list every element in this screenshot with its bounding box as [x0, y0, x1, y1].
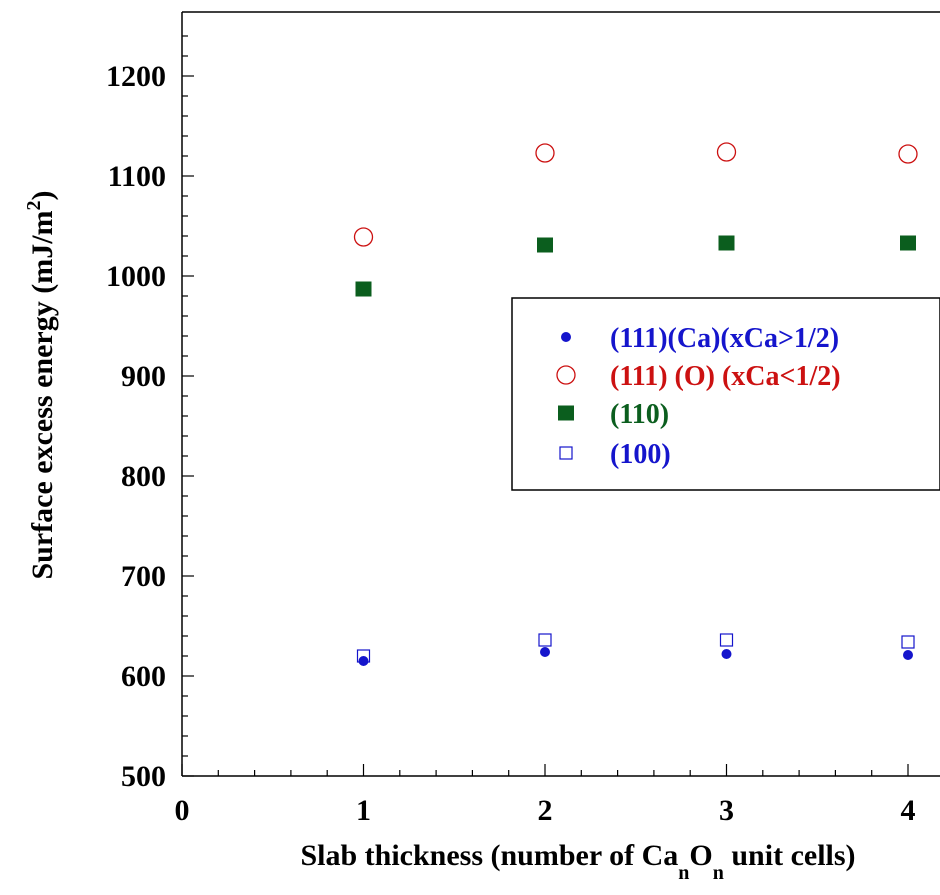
x-axis-title: Slab thickness (number of CanOn unit cel… — [300, 839, 855, 884]
data-point-1 — [353, 227, 374, 247]
y-axis-title-main: Surface excess energy (mJ/m — [26, 210, 59, 579]
data-point-0 — [721, 649, 732, 659]
y-tick-label: 500 — [121, 760, 166, 793]
data-point-0 — [358, 656, 369, 666]
legend-label: (111) (O) (xCa<1/2) — [610, 361, 841, 392]
x-tick-label: 2 — [538, 794, 553, 827]
x-tick-label: 4 — [901, 794, 916, 827]
y-tick-label: 600 — [121, 660, 166, 693]
data-point-1 — [535, 143, 555, 163]
y-tick-label: 1000 — [106, 260, 166, 293]
axes — [181, 11, 940, 777]
x-tick-label: 0 — [175, 794, 190, 827]
y-tick-label: 900 — [121, 360, 166, 393]
data-point-3 — [719, 633, 734, 647]
x-tick-label: 3 — [719, 794, 734, 827]
x-axis-title-before: Slab thickness (number of Ca — [300, 839, 678, 872]
y-tick-label: 1100 — [108, 160, 166, 193]
legend-label: (111)(Ca)(xCa>1/2) — [610, 323, 839, 354]
data-point-3 — [538, 633, 552, 647]
legend-items: (111)(Ca)(xCa>1/2) (111) (O) (xCa<1/2) (11… — [556, 323, 841, 470]
y-tick-label: 1200 — [106, 60, 166, 93]
data-point-2 — [355, 281, 372, 297]
data-point-2 — [900, 235, 916, 251]
data-point-3 — [901, 635, 915, 649]
ticks: 500 600 700 800 900 1000 1100 1200 0 1 2 3 4 — [106, 35, 916, 827]
y-axis-title: Surface excess energy (mJ/m2) — [23, 190, 59, 579]
data-point-2 — [537, 237, 553, 253]
x-axis-title-after: unit cells) — [724, 839, 856, 872]
data-point-1 — [898, 144, 918, 164]
x-axis-title-middle: O — [689, 839, 712, 872]
data-points — [353, 142, 918, 666]
data-point-0 — [540, 647, 550, 657]
y-tick-label: 800 — [121, 460, 166, 493]
x-axis-title-sub2: n — [713, 862, 724, 884]
y-tick-label: 700 — [121, 560, 166, 593]
data-point-0 — [903, 650, 913, 660]
legend-label: (110) — [610, 399, 669, 430]
legend-marker — [561, 332, 571, 342]
legend-marker — [556, 365, 576, 385]
y-axis-title-close: ) — [26, 190, 59, 200]
legend-box — [511, 297, 940, 491]
x-axis-title-sub1: n — [678, 862, 689, 884]
legend-marker — [559, 446, 573, 460]
x-tick-label: 1 — [356, 794, 371, 827]
legend-label: (100) — [610, 439, 671, 470]
data-point-2 — [718, 235, 735, 251]
legend: (111)(Ca)(xCa>1/2) (111) (O) (xCa<1/2) (11… — [511, 297, 940, 491]
legend-marker — [558, 405, 574, 421]
data-point-1 — [716, 142, 737, 162]
y-axis-title-sup: 2 — [23, 200, 45, 210]
